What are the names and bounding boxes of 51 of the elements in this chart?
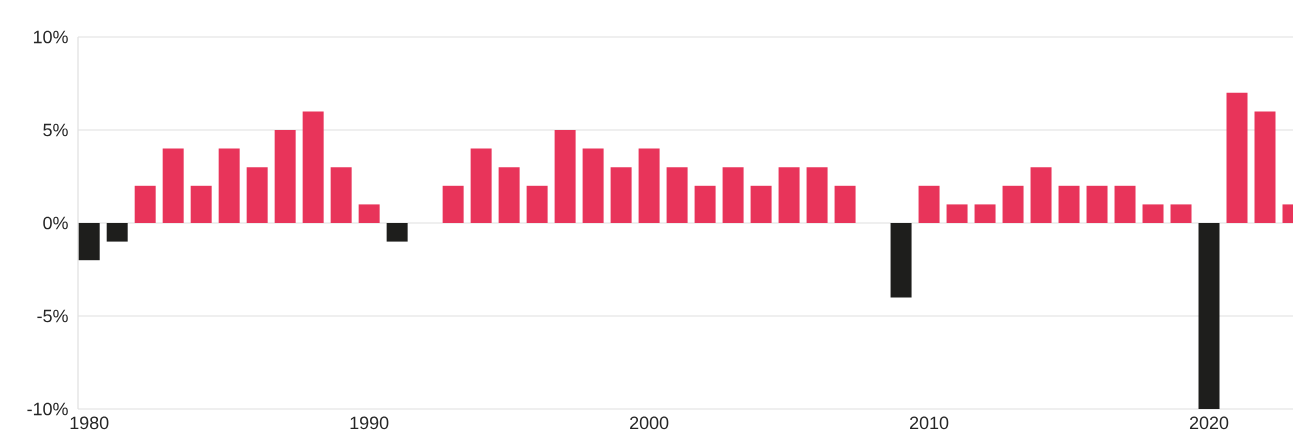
- bar: [554, 130, 576, 223]
- y-tick-label: -10%: [27, 402, 68, 416]
- bar: [582, 148, 604, 223]
- bar: [610, 167, 632, 223]
- bar: [526, 185, 548, 223]
- x-tick-label: 2010: [910, 416, 949, 430]
- bar: [974, 204, 996, 223]
- bar: [1254, 111, 1276, 223]
- bar: [246, 167, 268, 223]
- bar: [834, 185, 856, 223]
- bar: [1114, 185, 1136, 223]
- y-tick-label: 0%: [43, 216, 68, 230]
- bar: [498, 167, 520, 223]
- bar: [302, 111, 324, 223]
- bar: [358, 204, 380, 223]
- bar: [1226, 92, 1248, 223]
- y-tick-label: 10%: [33, 30, 68, 44]
- bar: [1058, 185, 1080, 223]
- bar: [1030, 167, 1052, 223]
- y-tick-label: 5%: [43, 123, 68, 137]
- bar: [1142, 204, 1164, 223]
- x-tick-label: 2000: [630, 416, 669, 430]
- bar: [918, 185, 940, 223]
- bar: [162, 148, 184, 223]
- bar: [442, 185, 464, 223]
- bar: [806, 167, 828, 223]
- bar: [946, 204, 968, 223]
- bar: [1002, 185, 1024, 223]
- bar: [386, 223, 408, 242]
- bar: [134, 185, 156, 223]
- bar: [190, 185, 212, 223]
- bar: [106, 223, 128, 242]
- x-tick-label: 1980: [70, 416, 109, 430]
- bar: [218, 148, 240, 223]
- x-tick-label: 1990: [350, 416, 389, 430]
- bar: [778, 167, 800, 223]
- bar: [78, 223, 100, 261]
- bar: [470, 148, 492, 223]
- bar: [694, 185, 716, 223]
- bar: [722, 167, 744, 223]
- bar: [890, 223, 912, 298]
- bar: [1086, 185, 1108, 223]
- bar: [1198, 223, 1220, 409]
- y-tick-label: -5%: [37, 309, 68, 323]
- bar: [274, 130, 296, 223]
- x-tick-label: 2020: [1189, 416, 1229, 430]
- bar: [666, 167, 688, 223]
- bar: [330, 167, 352, 223]
- bar: [638, 148, 660, 223]
- bar: [750, 185, 772, 223]
- bar: [1170, 204, 1192, 223]
